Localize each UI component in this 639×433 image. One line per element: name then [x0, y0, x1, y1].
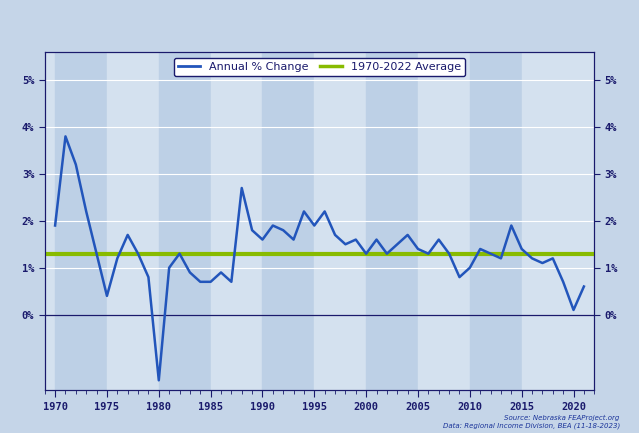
Legend: Annual % Change, 1970-2022 Average: Annual % Change, 1970-2022 Average	[174, 58, 465, 76]
Bar	[366, 52, 418, 390]
Text: Source: Nebraska FEAProject.org
Data: Regional Income Division, BEA (11-18-2023): Source: Nebraska FEAProject.org Data: Re…	[443, 415, 620, 429]
Bar	[211, 52, 263, 390]
Bar	[314, 52, 366, 390]
Bar	[263, 52, 314, 390]
Bar	[107, 52, 158, 390]
Bar	[470, 52, 521, 390]
Bar	[158, 52, 211, 390]
Bar	[55, 52, 107, 390]
Bar	[521, 52, 574, 390]
Bar	[418, 52, 470, 390]
